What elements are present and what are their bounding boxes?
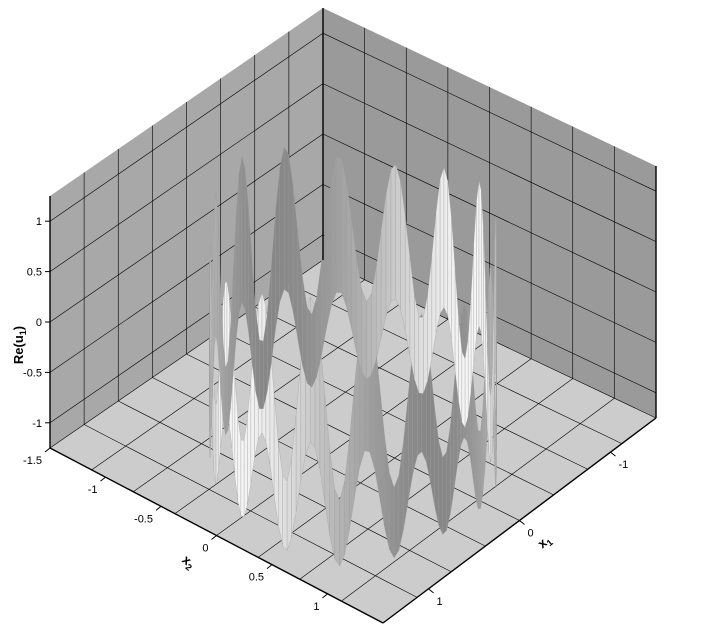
x2-tick (211, 535, 217, 540)
wall-grid-line (49, 32, 324, 222)
wall-grid-line (322, 83, 657, 242)
surface-patch (442, 451, 447, 535)
surface-patch (284, 146, 289, 294)
x2-tick (155, 505, 162, 511)
surface-patch (334, 488, 340, 567)
wall-grid-line (322, 133, 657, 293)
surface-patch (279, 146, 285, 303)
z-tick-labels: 1 0.5 0 -0.5 -1 (23, 216, 50, 430)
surface-patch (489, 266, 492, 405)
wall-grid-line (322, 32, 657, 192)
surface-patch (478, 180, 482, 334)
surface-patch (215, 400, 218, 484)
surface-patch (488, 382, 491, 463)
surface-patch (390, 164, 396, 302)
surface-patch (418, 316, 424, 394)
surface-patch (341, 158, 347, 307)
x2-tick-label: -1.5 (23, 455, 42, 467)
surface-patch (361, 288, 367, 380)
x2-tick-label: 0 (202, 543, 208, 555)
surface-patch (306, 306, 313, 388)
surface-patch (490, 379, 493, 463)
surface-patch (476, 180, 480, 338)
floor-grid-line (220, 330, 554, 496)
surface-patch (389, 472, 395, 558)
z-tick-label: 0 (36, 317, 42, 329)
wall-grid-line (49, 133, 324, 323)
x1-tick (610, 451, 616, 457)
x2-tick-label: -1 (88, 484, 98, 496)
surface-patch (461, 351, 466, 429)
x2-tick (266, 564, 273, 570)
surface-patch (439, 167, 445, 315)
surface-patch (438, 440, 443, 535)
z-tick-label: 1 (36, 216, 42, 228)
surface-patch (225, 361, 229, 436)
x2-axis-title: x2 (178, 552, 198, 573)
surface-patch (259, 339, 264, 409)
x1-tick-label: 1 (437, 596, 443, 608)
surface-patch (214, 193, 217, 345)
x2-tick-label: -0.5 (134, 513, 153, 525)
surface-patch (213, 389, 216, 484)
surface-patch (495, 217, 497, 365)
wall-grid-line (322, 184, 657, 343)
surface-patch (331, 157, 337, 306)
x2-tick-labels: -1.5 -1 -0.5 0 0.5 1 (23, 447, 328, 613)
surface-patch (366, 293, 372, 380)
surface-patch (395, 164, 401, 310)
x1-tick-label: 0 (528, 528, 534, 540)
wall-grid-line (49, 83, 324, 272)
z-tick-label: -0.5 (23, 367, 42, 379)
x1-tick-label: -1 (619, 459, 629, 471)
surface-patch (238, 156, 243, 315)
z-axis-title: Re(u1) (11, 326, 28, 364)
ring-surface (209, 146, 497, 567)
surface-patch (393, 475, 400, 559)
surface-patch (215, 193, 218, 346)
surface-patch (241, 156, 246, 310)
z-tick-label: -1 (32, 418, 42, 430)
surface-patch (240, 439, 245, 518)
x1-tick (519, 520, 525, 525)
x2-tick-label: 1 (313, 601, 319, 613)
x2-tick-label: 0.5 (249, 572, 264, 584)
surface-patch (385, 169, 392, 316)
surface-patch (443, 167, 448, 317)
z-tick-label: 0.5 (27, 267, 42, 279)
surface-patch (282, 474, 288, 551)
surface-patch (336, 157, 342, 293)
x2-tick (44, 447, 51, 453)
x2-tick (100, 476, 106, 482)
x1-tick (428, 588, 434, 594)
surface-patch (477, 430, 481, 509)
x2-tick (322, 593, 328, 599)
x1-axis-title: x1 (535, 532, 555, 553)
x1-tick-labels: -1 0 1 (428, 451, 629, 608)
